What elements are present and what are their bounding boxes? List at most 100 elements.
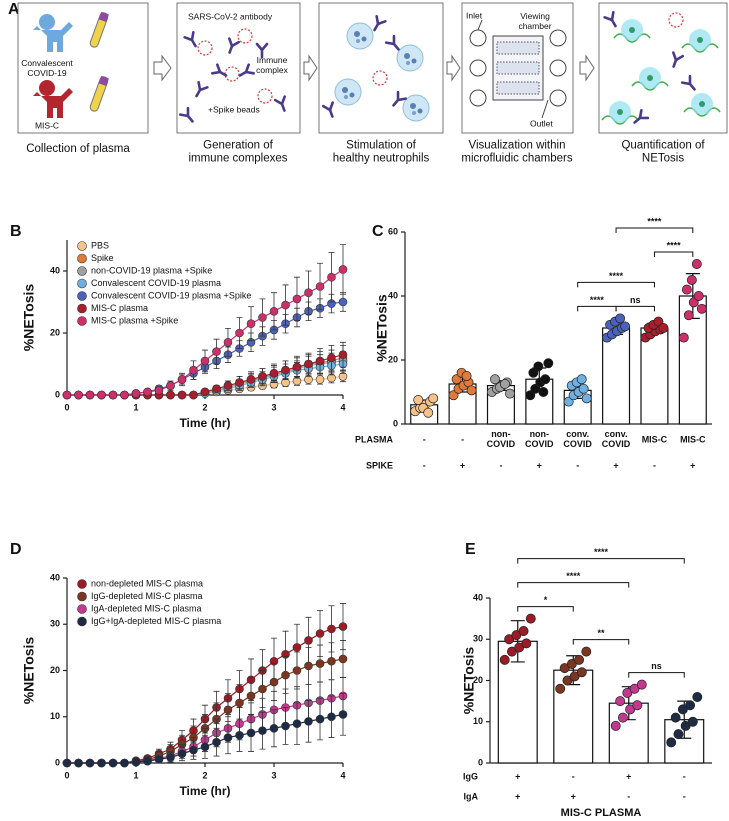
pointer: [477, 19, 549, 119]
data-point: [338, 622, 348, 631]
data-point: [166, 381, 175, 391]
legend-label: non-COVID-19 plasma +Spike: [91, 265, 212, 275]
significance-bracket: [615, 227, 694, 233]
data-point: [143, 756, 152, 766]
series-line: [67, 268, 344, 396]
y-tick-label: 0: [55, 757, 60, 767]
y-tick-label: 20: [388, 354, 398, 364]
significance-label: ns: [630, 295, 641, 305]
y-tick-label: 40: [50, 572, 60, 582]
text-line: immune complexes: [188, 153, 287, 165]
significance-label: ****: [594, 547, 609, 557]
data-point: [154, 386, 164, 395]
row-label: -: [499, 460, 502, 470]
data-point: [62, 758, 72, 768]
data-point: [246, 691, 256, 701]
x-tick-label: 3: [271, 402, 276, 412]
error-bar: [510, 620, 525, 663]
legend-label: non-depleted MIS-C plasma: [91, 578, 203, 588]
data-point: [578, 383, 589, 394]
row-label: -: [576, 460, 579, 470]
significance-bracket: [517, 606, 574, 612]
data-point: [658, 323, 669, 333]
data-point: [223, 337, 233, 347]
significance-bracket: [653, 251, 694, 257]
legend-label: IgA-depleted MIS-C plasma: [91, 603, 202, 613]
legend-label: MIS-C plasma: [91, 303, 148, 313]
data-point: [338, 710, 348, 719]
panel-label: A: [8, 1, 20, 18]
data-point: [327, 624, 336, 634]
step-caption: Quantification of NETosis: [621, 139, 705, 164]
y-tick-label: 20: [473, 675, 483, 685]
chip-channel: [496, 81, 540, 95]
chip-channel: [496, 41, 540, 55]
neutrophil-icon: [396, 44, 424, 72]
arrow: [303, 54, 318, 82]
data-point: [413, 395, 424, 405]
arrow: [579, 54, 595, 82]
significance-label: ****: [590, 295, 605, 305]
y-tick-label: 10: [473, 716, 483, 726]
data-point: [338, 265, 348, 274]
data-point: [258, 313, 267, 322]
x-tick-label: 4: [340, 770, 345, 780]
data-point: [576, 667, 587, 678]
data-point: [543, 358, 554, 369]
data-point: [281, 721, 290, 731]
data-point: [212, 737, 221, 747]
legend-marker: [77, 616, 87, 627]
legend-marker: [77, 253, 87, 264]
data-point: [636, 679, 647, 690]
text-line: healthy neutrophils: [333, 153, 430, 165]
row-label: -: [423, 460, 426, 470]
significance-bracket: [577, 305, 617, 312]
data-point: [338, 350, 348, 360]
text-line: NETosis: [642, 153, 684, 165]
step-neutrophils: [318, 2, 444, 134]
data-point: [683, 310, 694, 321]
legend-marker: [77, 241, 87, 251]
data-point: [610, 720, 621, 731]
data-point: [338, 297, 348, 307]
y-tick-label: 30: [50, 619, 60, 629]
data-point: [304, 717, 313, 726]
data-point: [327, 353, 336, 363]
data-point: [74, 758, 83, 768]
data-point: [304, 636, 313, 645]
significance-bracket: [517, 558, 685, 564]
y-axis-title: %NETosis: [374, 294, 390, 362]
text-line: Quantification of: [621, 139, 705, 151]
data-point: [154, 754, 164, 764]
data-point: [292, 362, 302, 372]
legend-marker: [77, 579, 87, 589]
step-caption: Visualization within microfluidic chamber…: [461, 139, 572, 164]
data-point: [258, 726, 267, 735]
step-caption: Stimulation of healthy neutrophils: [333, 139, 430, 164]
step-label: Outlet: [530, 118, 553, 128]
data-point: [200, 742, 210, 752]
data-point: [670, 712, 681, 723]
row-title: IgA: [464, 791, 479, 801]
significance-bracket: [628, 672, 685, 678]
x-tick-label: 0: [64, 402, 69, 412]
row-label: +: [571, 791, 576, 801]
data-point: [235, 328, 244, 338]
legend-marker: [77, 316, 87, 326]
data-point: [97, 390, 106, 400]
data-point: [120, 758, 129, 768]
data-point: [315, 356, 325, 366]
step-label: SARS-CoV-2 antibody: [188, 11, 273, 21]
data-point: [574, 654, 585, 665]
data-point: [143, 387, 152, 397]
x-tick-label: 3: [271, 770, 276, 780]
data-point: [292, 719, 302, 728]
panel-label: D: [10, 541, 22, 558]
x-tick-label: 1: [133, 770, 138, 780]
data-point: [499, 654, 510, 665]
data-point: [235, 698, 244, 708]
chip-port: [469, 89, 487, 107]
row-label: +: [515, 791, 520, 801]
data-point: [292, 643, 302, 652]
data-point: [581, 646, 592, 657]
